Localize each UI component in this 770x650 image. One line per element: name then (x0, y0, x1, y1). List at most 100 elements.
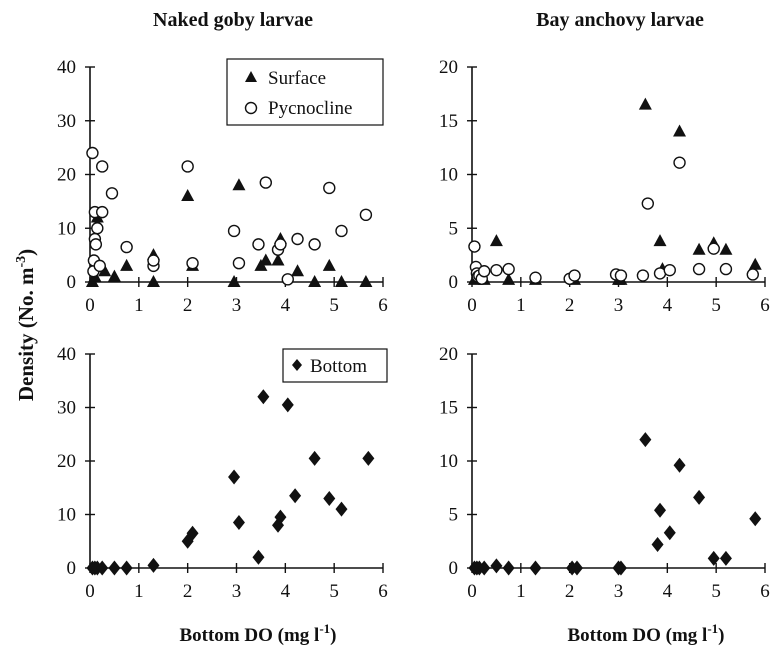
x-tick-label: 0 (85, 581, 95, 602)
y-tick-label: 20 (57, 165, 76, 186)
y-tick-label: 20 (439, 344, 458, 365)
surface-point (107, 269, 121, 282)
bottom-point (478, 560, 491, 576)
pycnocline-point (719, 262, 733, 276)
x-tick-label: 3 (232, 581, 242, 602)
pycnocline-point (568, 269, 581, 282)
surface-point (232, 178, 246, 191)
surface-point (181, 189, 195, 201)
pycnocline-point (186, 256, 199, 270)
bottom-point (228, 469, 241, 485)
y-tick-label: 0 (449, 272, 459, 293)
x-tick-label: 5 (711, 581, 721, 602)
pycnocline-point (89, 238, 103, 251)
surface-point (673, 124, 687, 137)
bottom-point (289, 488, 302, 504)
x-tick-label: 3 (614, 581, 624, 602)
pycnocline-point (359, 208, 373, 222)
x-axis-label-right: Bottom DO (mg l-1) (567, 621, 724, 646)
bottom-point (502, 560, 515, 576)
legend-label-bottom: Bottom (310, 356, 367, 377)
bottom-point (323, 490, 336, 506)
surface-point (653, 234, 667, 247)
surface-point (271, 253, 285, 266)
y-tick-label: 20 (439, 57, 458, 78)
bottom-point (490, 558, 503, 574)
pycnocline-point (335, 224, 348, 238)
surface-point (748, 257, 762, 270)
pycnocline-point (274, 238, 287, 251)
surface-point (120, 258, 134, 271)
surface-point (291, 264, 305, 277)
x-tick-label: 3 (614, 295, 624, 316)
legend-bottom: Bottom (282, 348, 388, 383)
surface-point (259, 253, 273, 266)
x-tick-label: 1 (516, 581, 526, 602)
legend-triangle-icon (245, 71, 257, 82)
pycnocline-point (663, 263, 676, 277)
pycnocline-point (641, 197, 654, 210)
pycnocline-point (232, 256, 246, 270)
pycnocline-point (490, 263, 503, 277)
bottom-point (257, 389, 270, 405)
surface-point (719, 242, 733, 255)
pycnocline-point (91, 222, 104, 235)
y-tick-label: 10 (57, 505, 76, 526)
x-tick-label: 0 (85, 295, 95, 316)
bottom-point (570, 560, 583, 576)
bottom-point (147, 557, 160, 573)
x-tick-label: 4 (281, 295, 291, 316)
surface-point (334, 275, 348, 287)
panel-bay-anchovy-top: 0 1 2 3 4 5 6 0 5 10 15 20 (439, 57, 770, 316)
bottom-point (707, 550, 720, 566)
pycnocline-point (746, 268, 759, 281)
pycnocline-point (93, 259, 106, 273)
surface-point (146, 275, 160, 287)
panel-naked-goby-bottom: 0 1 2 3 4 5 6 0 10 20 30 40 (57, 344, 388, 602)
x-tick-label: 2 (565, 295, 575, 316)
surface-point (638, 97, 652, 110)
pycnocline-point (252, 238, 265, 251)
bottom-point (749, 511, 762, 527)
y-tick-label: 10 (57, 218, 76, 239)
panel-naked-goby-top: 0 1 2 3 4 5 6 0 10 20 30 40 (57, 57, 388, 316)
bottom-point (232, 515, 245, 531)
pycnocline-point (636, 269, 650, 282)
y-tick-label: 30 (57, 398, 76, 419)
surface-point (489, 234, 503, 247)
surface-point (692, 242, 706, 255)
x-tick-label: 4 (663, 295, 673, 316)
panel-bay-anchovy-bottom: 0 1 2 3 4 5 6 0 5 10 15 20 (439, 344, 770, 602)
y-tick-label: 30 (57, 111, 76, 132)
y-tick-label: 0 (449, 558, 459, 579)
y-tick-label: 0 (67, 272, 77, 293)
bottom-point (186, 525, 199, 541)
x-tick-label: 6 (760, 295, 770, 316)
pycnocline-point (692, 262, 706, 276)
x-tick-label: 1 (516, 295, 526, 316)
y-tick-label: 20 (57, 451, 76, 472)
legend-label-surface: Surface (268, 68, 326, 89)
bottom-point (614, 560, 627, 576)
pycnocline-point (614, 269, 628, 282)
surface-point (359, 275, 373, 287)
pycnocline-point (281, 273, 294, 286)
pycnocline-point (478, 265, 491, 278)
bottom-point (362, 450, 375, 466)
bottom-point (673, 457, 686, 473)
pycnocline-point (147, 254, 160, 267)
y-tick-label: 5 (449, 218, 459, 239)
y-tick-label: 10 (439, 165, 458, 186)
x-tick-label: 5 (711, 295, 721, 316)
x-tick-label: 0 (467, 295, 477, 316)
pycnocline-point (707, 242, 720, 255)
pycnocline-point (120, 240, 133, 254)
y-tick-label: 15 (439, 111, 458, 132)
bottom-point (252, 549, 265, 565)
y-tick-label: 40 (57, 57, 76, 78)
bottom-point (651, 536, 664, 552)
panel-title-bay-anchovy: Bay anchovy larvae (536, 9, 704, 31)
x-tick-label: 5 (329, 295, 339, 316)
pycnocline-point (323, 181, 336, 195)
